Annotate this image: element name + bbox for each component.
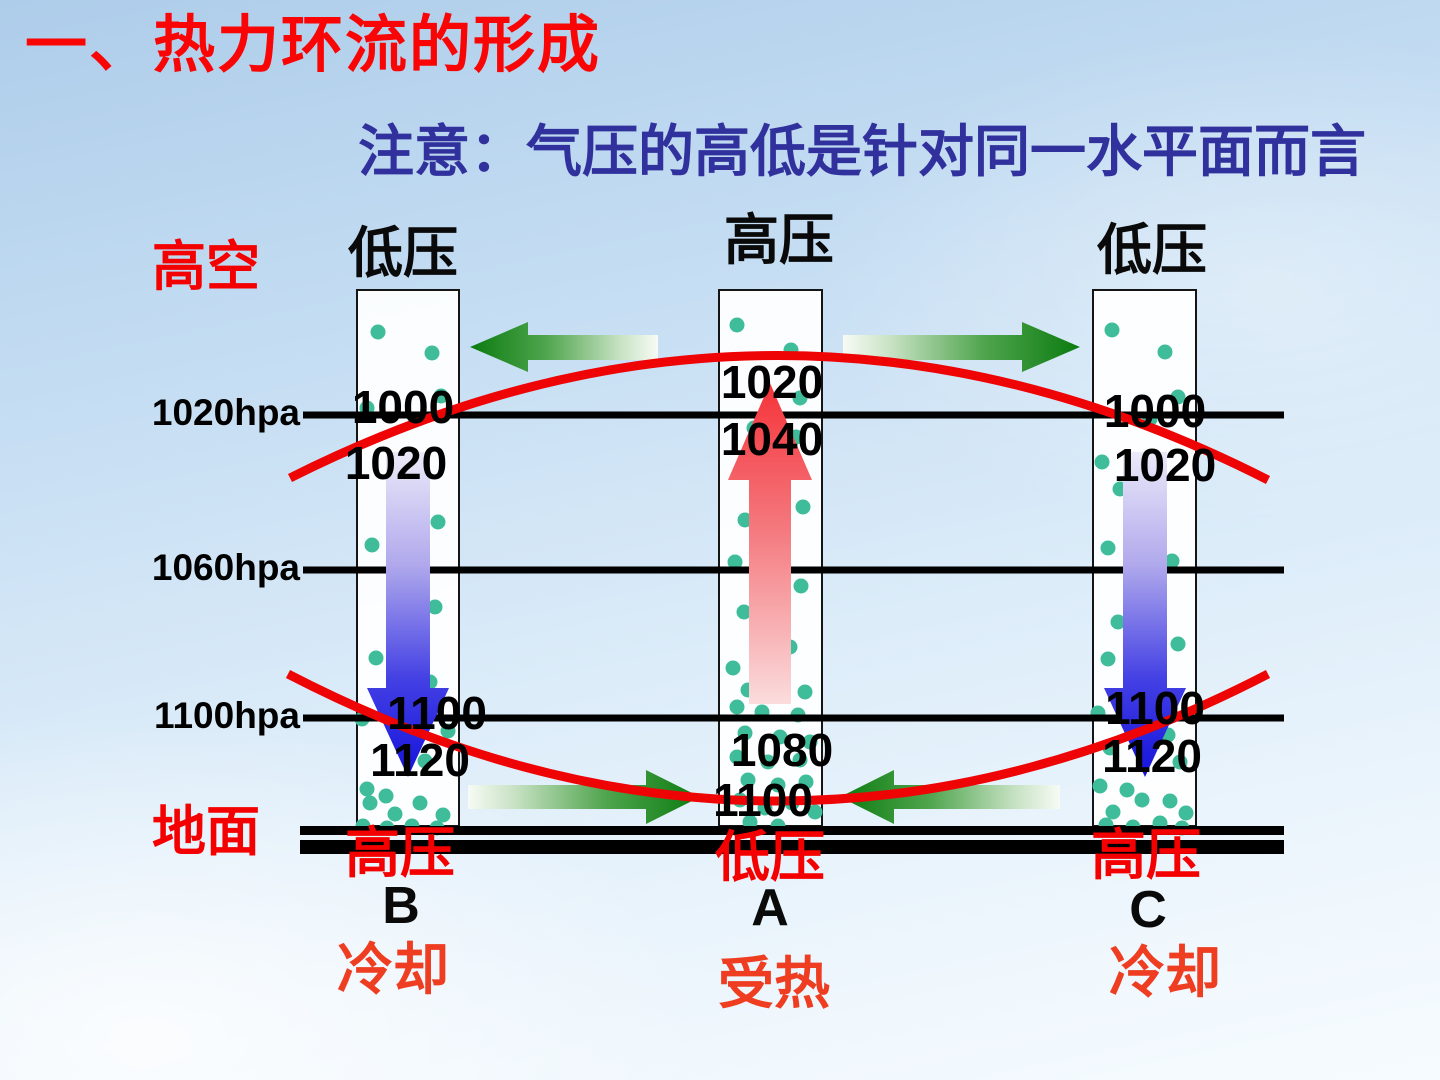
air-molecule-dot bbox=[433, 388, 449, 404]
air-molecule-dot bbox=[370, 324, 386, 340]
air-molecule-dot bbox=[1170, 636, 1186, 652]
air-molecule-dot bbox=[770, 777, 786, 793]
air-molecule-dot bbox=[359, 781, 375, 797]
pressure-value-a-upper-1: 1020 bbox=[720, 356, 824, 408]
air-molecule-dot bbox=[792, 390, 808, 406]
point-letter-b: B bbox=[382, 877, 420, 935]
pressure-value-c-upper-2: 1020 bbox=[1113, 439, 1217, 491]
aloft-pressure-label-b: 低压 bbox=[347, 222, 459, 284]
air-molecule-dot bbox=[729, 699, 745, 715]
air-molecule-dot bbox=[424, 345, 440, 361]
pressure-value-b-lower-1: 1100 bbox=[387, 687, 487, 739]
ground-line-thin bbox=[300, 826, 1284, 835]
rising-air-arrow-a bbox=[728, 383, 812, 704]
air-molecule-dot bbox=[793, 578, 809, 594]
surface-pressure-label-c: 高压 bbox=[1090, 824, 1202, 886]
air-molecule-dot bbox=[1172, 754, 1188, 770]
upper-divergence-arrow-left bbox=[470, 322, 658, 372]
pressure-value-c-lower-2: 1120 bbox=[1102, 730, 1202, 782]
air-molecule-dot bbox=[795, 499, 811, 515]
air-molecule-dot bbox=[1100, 651, 1116, 667]
pressure-value-b-lower-2: 1120 bbox=[370, 734, 470, 786]
air-molecule-dot bbox=[1094, 454, 1110, 470]
upper-air-label: 高空 bbox=[152, 237, 260, 297]
upper-isobar-curve bbox=[287, 351, 1271, 485]
lower-isobar-curve bbox=[285, 670, 1271, 806]
aloft-pressure-label-a: 高压 bbox=[723, 209, 835, 271]
ground-surface-line bbox=[300, 826, 1284, 854]
curved-isobars bbox=[285, 351, 1271, 806]
isobar-label-1060hpa: 1060hpa bbox=[151, 547, 300, 588]
air-molecule-dot bbox=[802, 734, 818, 750]
pressure-value-a-lower-2: 1100 bbox=[713, 774, 813, 826]
thermal-state-label-c: 冷却 bbox=[1109, 941, 1221, 1004]
pressure-value-b-upper-1: 1000 bbox=[351, 381, 455, 433]
surface-pressure-label-a: 低压 bbox=[714, 826, 826, 888]
air-molecule-dot bbox=[362, 795, 378, 811]
note-text: 注意：气压的高低是针对同一水平面而言 bbox=[358, 120, 1366, 183]
air-molecule-dot bbox=[1178, 805, 1194, 821]
air-molecule-dot bbox=[737, 725, 753, 741]
descending-air-arrow-b bbox=[367, 452, 449, 777]
surface-convergence-arrow-right bbox=[840, 770, 1060, 824]
surface-pressure-label-b: 高压 bbox=[344, 822, 456, 884]
air-molecule-dot bbox=[772, 729, 788, 745]
air-molecule-dot bbox=[742, 814, 758, 830]
air-molecule-dot bbox=[387, 806, 403, 822]
air-molecule-dot bbox=[729, 317, 745, 333]
air-molecule-dot bbox=[1119, 782, 1135, 798]
thermal-state-label-a: 受热 bbox=[718, 952, 830, 1015]
air-molecule-dot bbox=[792, 752, 808, 768]
air-molecule-dot bbox=[1110, 614, 1126, 630]
isobar-label-1020hpa: 1020hpa bbox=[151, 392, 300, 433]
pressure-value-a-lower-1: 1080 bbox=[730, 724, 834, 776]
air-molecule-dot bbox=[412, 795, 428, 811]
isobar-label-1100hpa: 1100hpa bbox=[153, 695, 300, 736]
air-molecule-dot bbox=[1100, 540, 1116, 556]
air-molecule-dot bbox=[1170, 389, 1186, 405]
descending-air-arrow-c bbox=[1104, 452, 1186, 777]
air-molecule-dot bbox=[729, 749, 745, 765]
page-title: 一、热力环流的形成 bbox=[25, 11, 602, 80]
air-molecule-dot bbox=[737, 512, 753, 528]
air-molecule-dot bbox=[807, 804, 823, 820]
air-molecule-dot bbox=[1134, 792, 1150, 808]
air-molecule-dot bbox=[440, 723, 456, 739]
air-molecule-dot bbox=[430, 514, 446, 530]
air-molecule-dot bbox=[727, 554, 743, 570]
air-molecule-dot bbox=[760, 754, 776, 770]
air-molecule-dot bbox=[1157, 344, 1173, 360]
air-molecule-dot bbox=[435, 807, 451, 823]
air-molecule-dot bbox=[1162, 793, 1178, 809]
pressure-value-a-upper-2: 1040 bbox=[720, 413, 824, 465]
ground-line-thick bbox=[300, 840, 1284, 854]
air-molecule-dot bbox=[1164, 553, 1180, 569]
air-molecule-dot bbox=[1105, 804, 1121, 820]
air-molecule-dot bbox=[797, 684, 813, 700]
pressure-value-c-lower-1: 1100 bbox=[1105, 682, 1205, 734]
air-molecule-dot bbox=[1092, 778, 1108, 794]
surface-convergence-arrow-left bbox=[468, 770, 700, 824]
air-molecule-dot bbox=[378, 788, 394, 804]
air-molecule-dot bbox=[427, 599, 443, 615]
air-molecule-dot bbox=[417, 753, 433, 769]
air-molecule-dot bbox=[368, 650, 384, 666]
pressure-value-b-upper-2: 1020 bbox=[344, 437, 448, 489]
point-letter-c: C bbox=[1129, 881, 1167, 939]
air-molecule-dot bbox=[1104, 322, 1120, 338]
air-molecule-dot bbox=[725, 660, 741, 676]
air-molecule-dot bbox=[740, 772, 756, 788]
air-molecule-dot bbox=[798, 774, 814, 790]
pressure-value-c-upper-1: 1000 bbox=[1103, 385, 1207, 437]
aloft-pressure-label-c: 低压 bbox=[1096, 219, 1208, 281]
ground-label: 地面 bbox=[152, 802, 260, 862]
air-molecule-dot bbox=[364, 537, 380, 553]
point-letter-a: A bbox=[751, 879, 789, 937]
air-molecule-dot bbox=[736, 604, 752, 620]
thermal-state-label-b: 冷却 bbox=[337, 938, 449, 1001]
